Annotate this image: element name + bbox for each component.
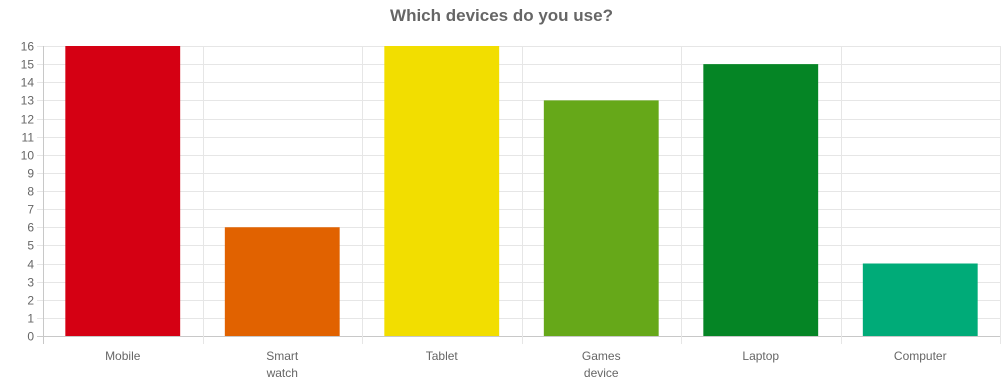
bar — [384, 46, 500, 336]
y-tick-label: 8 — [27, 185, 34, 199]
bar — [543, 100, 659, 336]
x-tick-label: Laptop — [742, 349, 779, 363]
bar — [224, 227, 340, 336]
bar — [65, 46, 181, 336]
y-tick-label: 15 — [21, 58, 35, 72]
y-tick-label: 13 — [21, 94, 35, 108]
y-tick-label: 5 — [27, 239, 34, 253]
y-tick-label: 4 — [27, 258, 34, 272]
y-tick-label: 1 — [27, 312, 34, 326]
y-tick-label: 6 — [27, 221, 34, 235]
y-tick-label: 0 — [27, 330, 34, 344]
x-tick-label: device — [584, 366, 619, 380]
x-tick-label: Computer — [894, 349, 947, 363]
y-tick-label: 16 — [21, 40, 35, 54]
x-tick-label: Mobile — [105, 349, 141, 363]
y-tick-label: 10 — [21, 149, 35, 163]
bar — [862, 263, 978, 336]
chart-title: Which devices do you use? — [390, 6, 613, 25]
y-tick-label: 7 — [27, 203, 34, 217]
y-tick-label: 9 — [27, 167, 34, 181]
y-tick-label: 3 — [27, 276, 34, 290]
y-tick-label: 12 — [21, 113, 35, 127]
x-tick-label: Games — [582, 349, 621, 363]
x-tick-label: watch — [266, 366, 298, 380]
x-tick-label: Tablet — [426, 349, 459, 363]
bar — [703, 64, 819, 336]
y-tick-label: 14 — [21, 76, 35, 90]
y-tick-label: 2 — [27, 294, 34, 308]
x-tick-label: Smart — [266, 349, 299, 363]
y-tick-label: 11 — [22, 131, 35, 145]
